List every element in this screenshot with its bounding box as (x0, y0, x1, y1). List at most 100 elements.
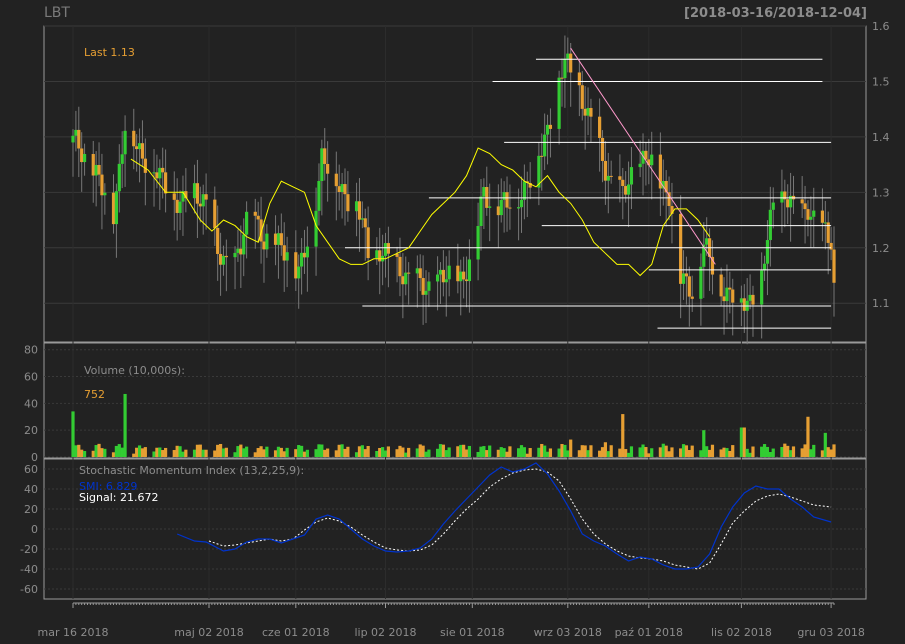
candle-body (748, 294, 752, 301)
candle-body (201, 194, 205, 207)
volume-bar (184, 449, 188, 457)
volume-bar (459, 444, 463, 457)
volume-bar (569, 439, 573, 457)
volume-bar (577, 450, 581, 457)
candle-body (94, 164, 98, 176)
volume-bar (152, 451, 156, 457)
candle-body (360, 218, 364, 220)
candle-body (143, 158, 147, 173)
candle-body (751, 294, 755, 305)
candle-body (725, 287, 729, 302)
volume-bar (580, 445, 584, 457)
volume-bar (297, 445, 301, 457)
candle-body (823, 222, 827, 224)
volume-panel-frame (43, 342, 867, 459)
volume-bar (123, 393, 127, 457)
candle-body (326, 163, 330, 174)
volume-bar (710, 444, 715, 457)
volume-bar (621, 414, 625, 457)
volume-bar (381, 447, 385, 457)
candle-body (765, 240, 770, 264)
candle-body (687, 276, 691, 297)
price-tick-label: 1.3 (872, 186, 890, 199)
candle-body (161, 167, 165, 173)
volume-bar (178, 446, 182, 457)
volume-bar (464, 449, 469, 457)
price-tick-label: 1.1 (872, 297, 890, 310)
candle-body (812, 210, 816, 217)
volume-bar (294, 449, 298, 457)
candle-body (679, 213, 683, 284)
candle-body (540, 155, 544, 157)
candle-body (82, 153, 87, 163)
candle-body (357, 201, 362, 220)
volume-bar (378, 447, 382, 457)
candle-body (644, 150, 648, 160)
x-tick-label: sie 01 2018 (440, 626, 505, 639)
volume-bar (771, 448, 775, 457)
candle-body (788, 195, 793, 208)
smi-tick-label: -60 (20, 583, 38, 596)
candle-body (519, 199, 524, 208)
volume-bar (800, 448, 804, 457)
volume-bar (560, 444, 564, 457)
candle-body (218, 253, 223, 265)
candle-body (780, 191, 784, 203)
candle-body (378, 250, 382, 262)
candle-body (404, 272, 408, 285)
candle-body (467, 259, 472, 282)
volume-bar (609, 445, 613, 457)
candle-body (441, 269, 445, 283)
volume-bars (71, 393, 836, 457)
candle-body (826, 222, 830, 243)
volume-bar (745, 448, 749, 457)
volume-bar (398, 445, 402, 457)
volume-bar (140, 448, 145, 457)
smi-panel-frame (43, 458, 867, 600)
volume-bar (253, 452, 257, 457)
candle-body (386, 243, 390, 254)
volume-bar (213, 450, 217, 457)
volume-bar (508, 446, 512, 457)
candle-body (132, 130, 136, 147)
x-tick-label: maj 02 2018 (174, 626, 244, 639)
smi-label: Stochastic Momentum Index (13,2,25,9): (79, 464, 304, 477)
volume-bar (242, 448, 246, 457)
volume-bar (282, 451, 286, 457)
volume-bar (363, 449, 367, 457)
candle-body (375, 250, 379, 259)
candle-body (621, 179, 625, 187)
volume-bar (809, 449, 813, 457)
volume-bar (479, 446, 483, 457)
candle-body (598, 116, 602, 138)
price-tick-label: 1.5 (872, 75, 890, 88)
candle-body (123, 130, 127, 155)
candle-body (418, 268, 422, 279)
volume-bar (545, 451, 550, 457)
volume-last-value: 752 (84, 388, 105, 401)
volume-bar (163, 447, 168, 457)
candle-body (522, 181, 526, 200)
volume-bar (334, 450, 338, 457)
volume-bar (302, 451, 307, 457)
volume-bar (583, 445, 587, 457)
volume-bar (505, 451, 509, 457)
candle-body (256, 215, 260, 220)
candle-body (600, 137, 605, 161)
date-range: [2018-03-16/2018-12-04] (684, 6, 867, 21)
volume-bar (702, 430, 706, 457)
volume-bar (537, 447, 541, 457)
candle-body (806, 209, 810, 220)
volume-bar (618, 448, 622, 457)
candle-body (273, 233, 278, 245)
candle-body (178, 201, 182, 213)
volume-bar (354, 452, 359, 457)
candle-body (606, 175, 610, 181)
candle-body (702, 244, 706, 267)
support-resistance-lines (344, 58, 832, 329)
volume-bar (829, 449, 833, 457)
trendline (570, 47, 716, 265)
candle-body (456, 265, 460, 282)
volume-bar (699, 450, 703, 457)
volume-bar (679, 448, 683, 457)
